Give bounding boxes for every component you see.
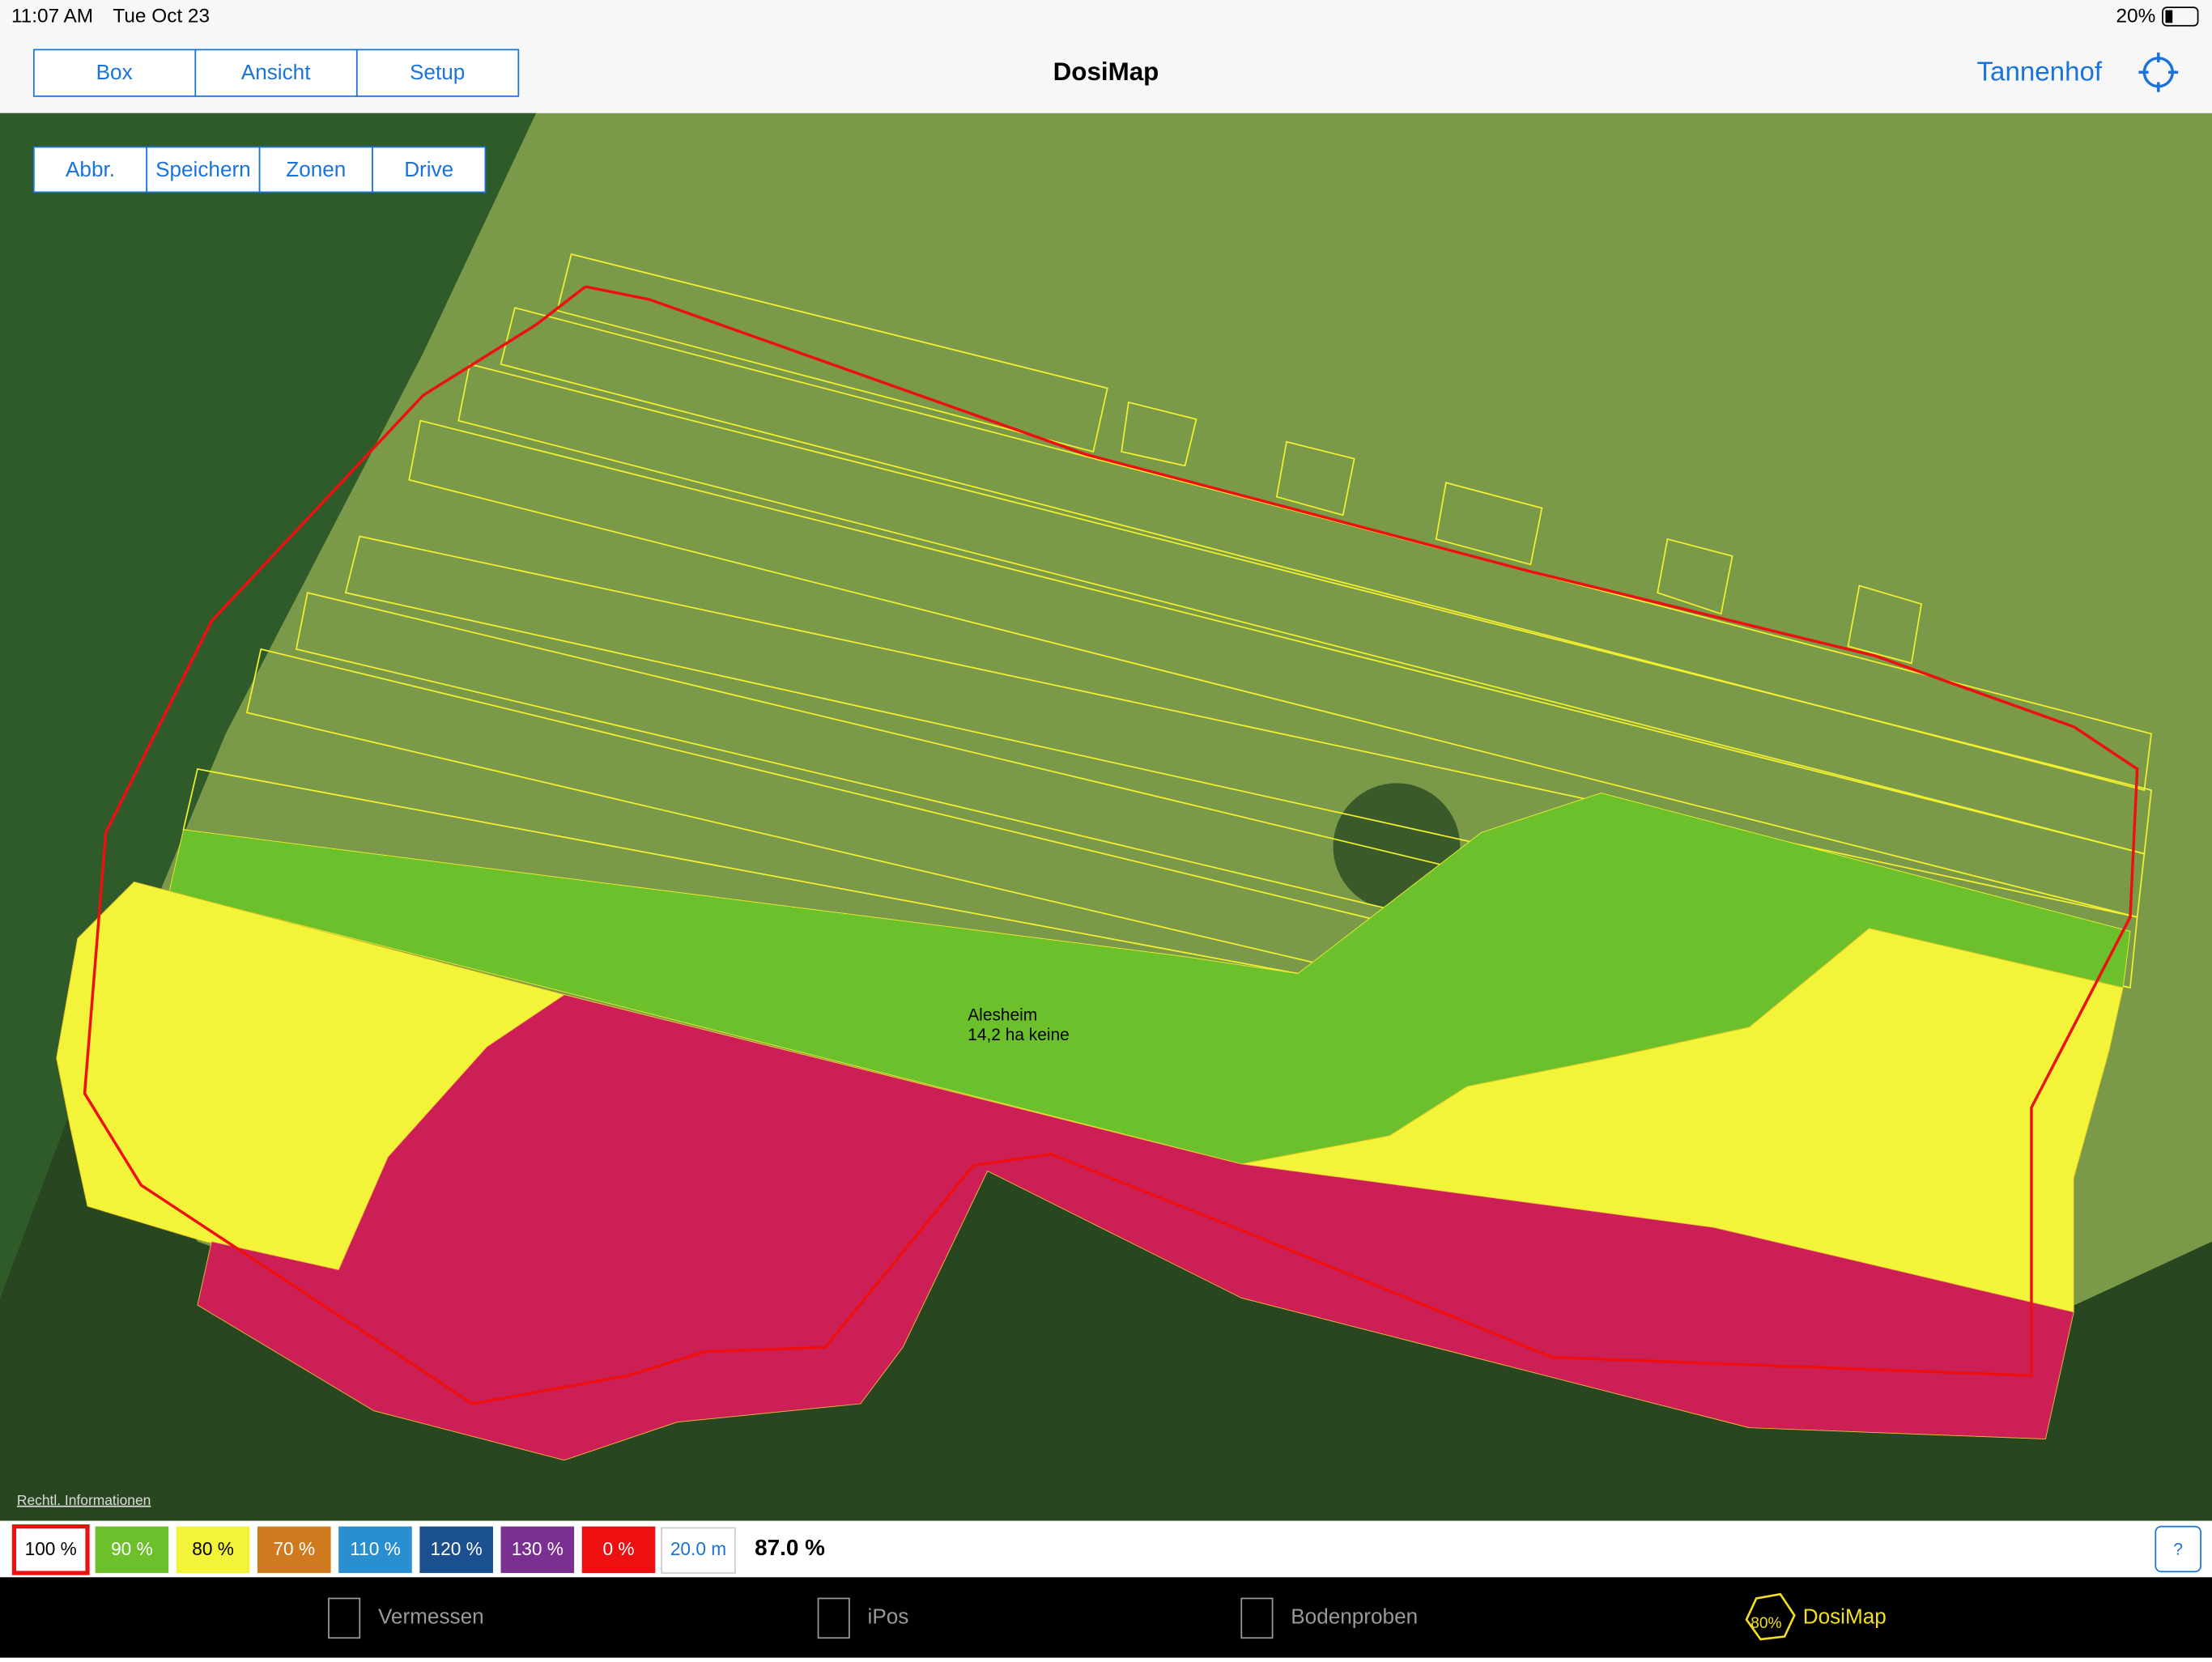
rate-label[interactable]: 70 %: [273, 1538, 315, 1559]
legal-link[interactable]: Rechtl. Informationen: [17, 1492, 151, 1508]
battery: 20%: [2116, 6, 2156, 28]
tabs: Vermessen iPos Bodenproben DosiMap: [328, 1597, 1887, 1639]
tab-label[interactable]: DosiMap: [1803, 1605, 1887, 1629]
rate-label[interactable]: 130 %: [512, 1538, 564, 1559]
field-name: Alesheim: [968, 1005, 1037, 1024]
zone-0: [197, 994, 2074, 1461]
map-button-label[interactable]: Speichern: [155, 157, 251, 181]
width[interactable]: 20.0 m: [670, 1538, 726, 1559]
help[interactable]: ?: [2173, 1541, 2183, 1559]
rate-swatch[interactable]: [95, 1526, 169, 1574]
tab-label[interactable]: Vermessen: [378, 1605, 484, 1629]
segment-box[interactable]: [355, 49, 520, 97]
rate-label[interactable]: 80 %: [192, 1538, 234, 1559]
time: 11:07 AM: [11, 6, 93, 28]
left-field: [0, 113, 537, 1299]
tab-label[interactable]: iPos: [868, 1605, 909, 1629]
farm[interactable]: Tannenhof: [1977, 57, 2103, 87]
rate-swatch[interactable]: [581, 1526, 656, 1574]
field-boundary: [83, 285, 2139, 1405]
tab-icon: [1240, 1597, 1274, 1639]
map-button-label[interactable]: Abbr.: [66, 157, 115, 181]
tab-badge: 80%: [1750, 1615, 1781, 1632]
legend-bar: [0, 1520, 2212, 1578]
battery-level: [2165, 10, 2173, 23]
rate-label[interactable]: 90 %: [111, 1538, 153, 1559]
rate-label[interactable]: 100 %: [25, 1538, 77, 1559]
rate-label[interactable]: 0 %: [603, 1538, 635, 1559]
battery-icon: [2162, 6, 2199, 27]
tab-icon: [817, 1597, 850, 1639]
map-button-box[interactable]: [258, 146, 373, 193]
rate-label[interactable]: 110 %: [350, 1538, 401, 1559]
rate-swatch[interactable]: [419, 1526, 493, 1574]
rate-swatch[interactable]: [176, 1526, 250, 1574]
date: Tue Oct 23: [113, 6, 210, 28]
tab-bar: [0, 1577, 2212, 1658]
width-box[interactable]: [661, 1527, 736, 1574]
rate-label[interactable]: 120 %: [431, 1538, 483, 1559]
field-info: 14,2 ha keine: [968, 1026, 1069, 1044]
rate-swatch[interactable]: [338, 1526, 412, 1574]
segment-box[interactable]: [32, 49, 197, 97]
map-button-box[interactable]: [372, 146, 487, 193]
legend: 100 % 90 % 80 % 70 % 110 % 120 % 130 % 0 %: [11, 1524, 656, 1575]
rate-swatch[interactable]: [257, 1526, 331, 1574]
map-button-label[interactable]: Drive: [404, 157, 453, 181]
map-button-box[interactable]: [32, 146, 148, 193]
help-button[interactable]: [2155, 1525, 2201, 1573]
nav-title: DosiMap: [1053, 57, 1159, 86]
rate-swatch[interactable]: [11, 1524, 90, 1575]
segments: Box Ansicht Setup: [32, 49, 520, 97]
dosimap-icon: [1745, 1592, 1796, 1641]
average: 87.0 %: [755, 1535, 825, 1560]
segment-label[interactable]: Setup: [410, 60, 465, 84]
segment-label[interactable]: Ansicht: [241, 60, 311, 84]
locate-button[interactable]: [2138, 52, 2179, 92]
map-button-label[interactable]: Zonen: [286, 157, 346, 181]
map-buttons: Abbr. Speichern Zonen Drive: [32, 146, 487, 193]
segment-label[interactable]: Box: [96, 60, 133, 84]
segment-box[interactable]: [194, 49, 358, 97]
tab-icon: [328, 1597, 361, 1639]
rate-swatch[interactable]: [500, 1526, 575, 1574]
tab-label[interactable]: Bodenproben: [1291, 1605, 1418, 1629]
